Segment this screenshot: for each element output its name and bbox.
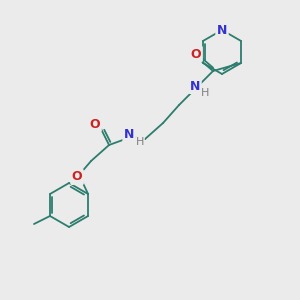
Text: H: H <box>201 88 209 98</box>
Text: N: N <box>124 128 134 142</box>
Text: O: O <box>72 170 83 184</box>
Text: O: O <box>191 47 201 61</box>
Text: N: N <box>217 23 227 37</box>
Text: N: N <box>190 80 200 92</box>
Text: O: O <box>90 118 101 130</box>
Text: H: H <box>136 137 144 147</box>
